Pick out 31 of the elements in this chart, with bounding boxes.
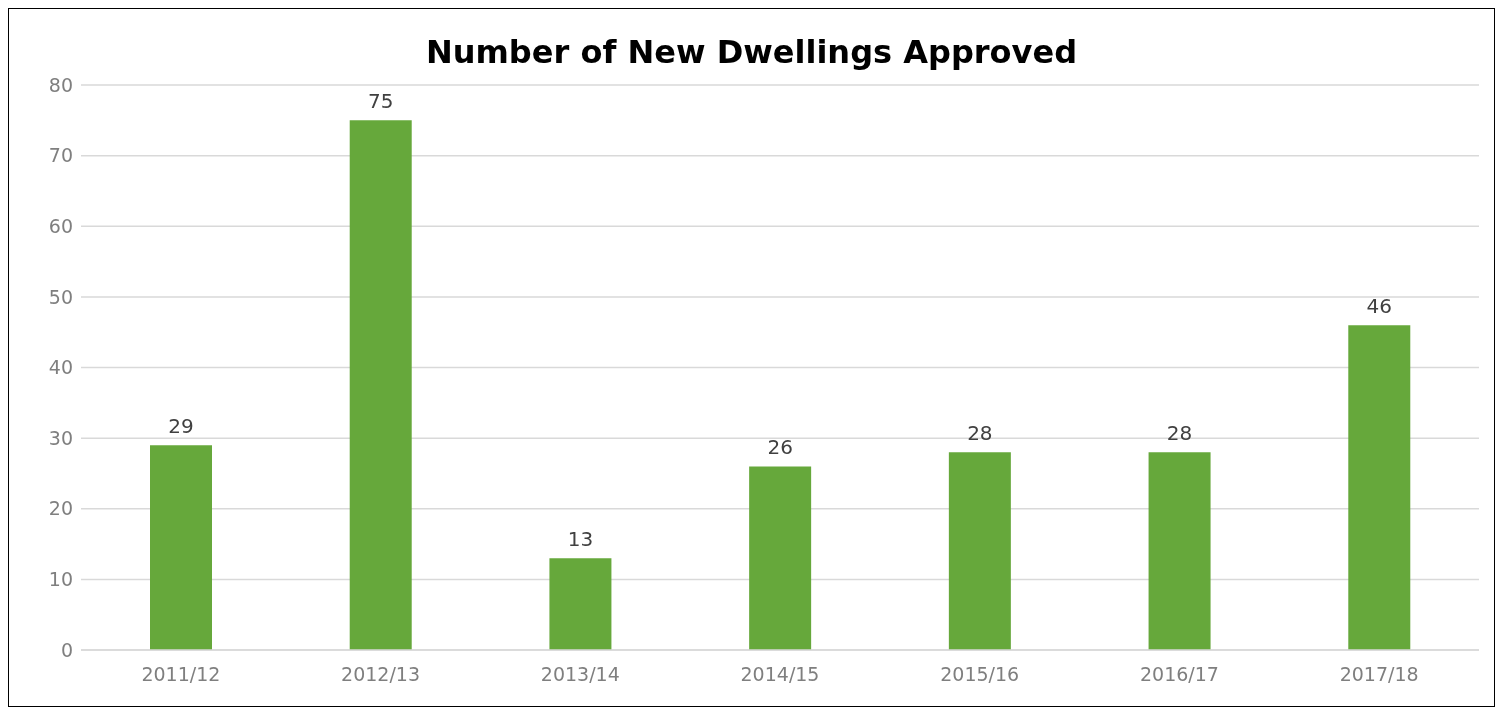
- y-tick-label: 30: [48, 426, 73, 449]
- data-label: 75: [367, 89, 394, 114]
- chart-title: Number of New Dwellings Approved: [424, 33, 1079, 71]
- y-tick-label: 20: [48, 497, 73, 520]
- y-tick-label: 10: [48, 568, 73, 591]
- x-tick-label: 2011/12: [141, 663, 221, 686]
- data-label: 28: [967, 421, 993, 446]
- data-label: 13: [567, 527, 594, 552]
- bar: [549, 558, 612, 650]
- x-tick-label: 2013/14: [540, 663, 620, 686]
- y-tick-label: 40: [48, 356, 73, 379]
- data-label: 29: [168, 414, 194, 439]
- x-tick-label: 2016/17: [1139, 663, 1219, 686]
- bar: [349, 120, 412, 650]
- bar: [1348, 325, 1411, 650]
- x-tick-label: 2014/15: [740, 663, 820, 686]
- data-label: 46: [1366, 294, 1393, 319]
- y-tick-label: 70: [48, 144, 73, 167]
- x-tick-label: 2017/18: [1339, 663, 1419, 686]
- data-label: 28: [1166, 421, 1193, 446]
- y-tick-label: 60: [48, 214, 73, 237]
- bar: [150, 445, 212, 650]
- y-tick-label: 50: [48, 285, 73, 308]
- data-label: 26: [767, 435, 793, 460]
- x-tick-label: 2012/13: [341, 663, 421, 686]
- bar: [749, 466, 812, 650]
- bar: [948, 452, 1011, 650]
- y-tick-label: 80: [48, 73, 73, 96]
- y-tick-label: 0: [60, 638, 73, 661]
- bar: [1148, 452, 1211, 650]
- x-tick-label: 2015/16: [940, 663, 1020, 686]
